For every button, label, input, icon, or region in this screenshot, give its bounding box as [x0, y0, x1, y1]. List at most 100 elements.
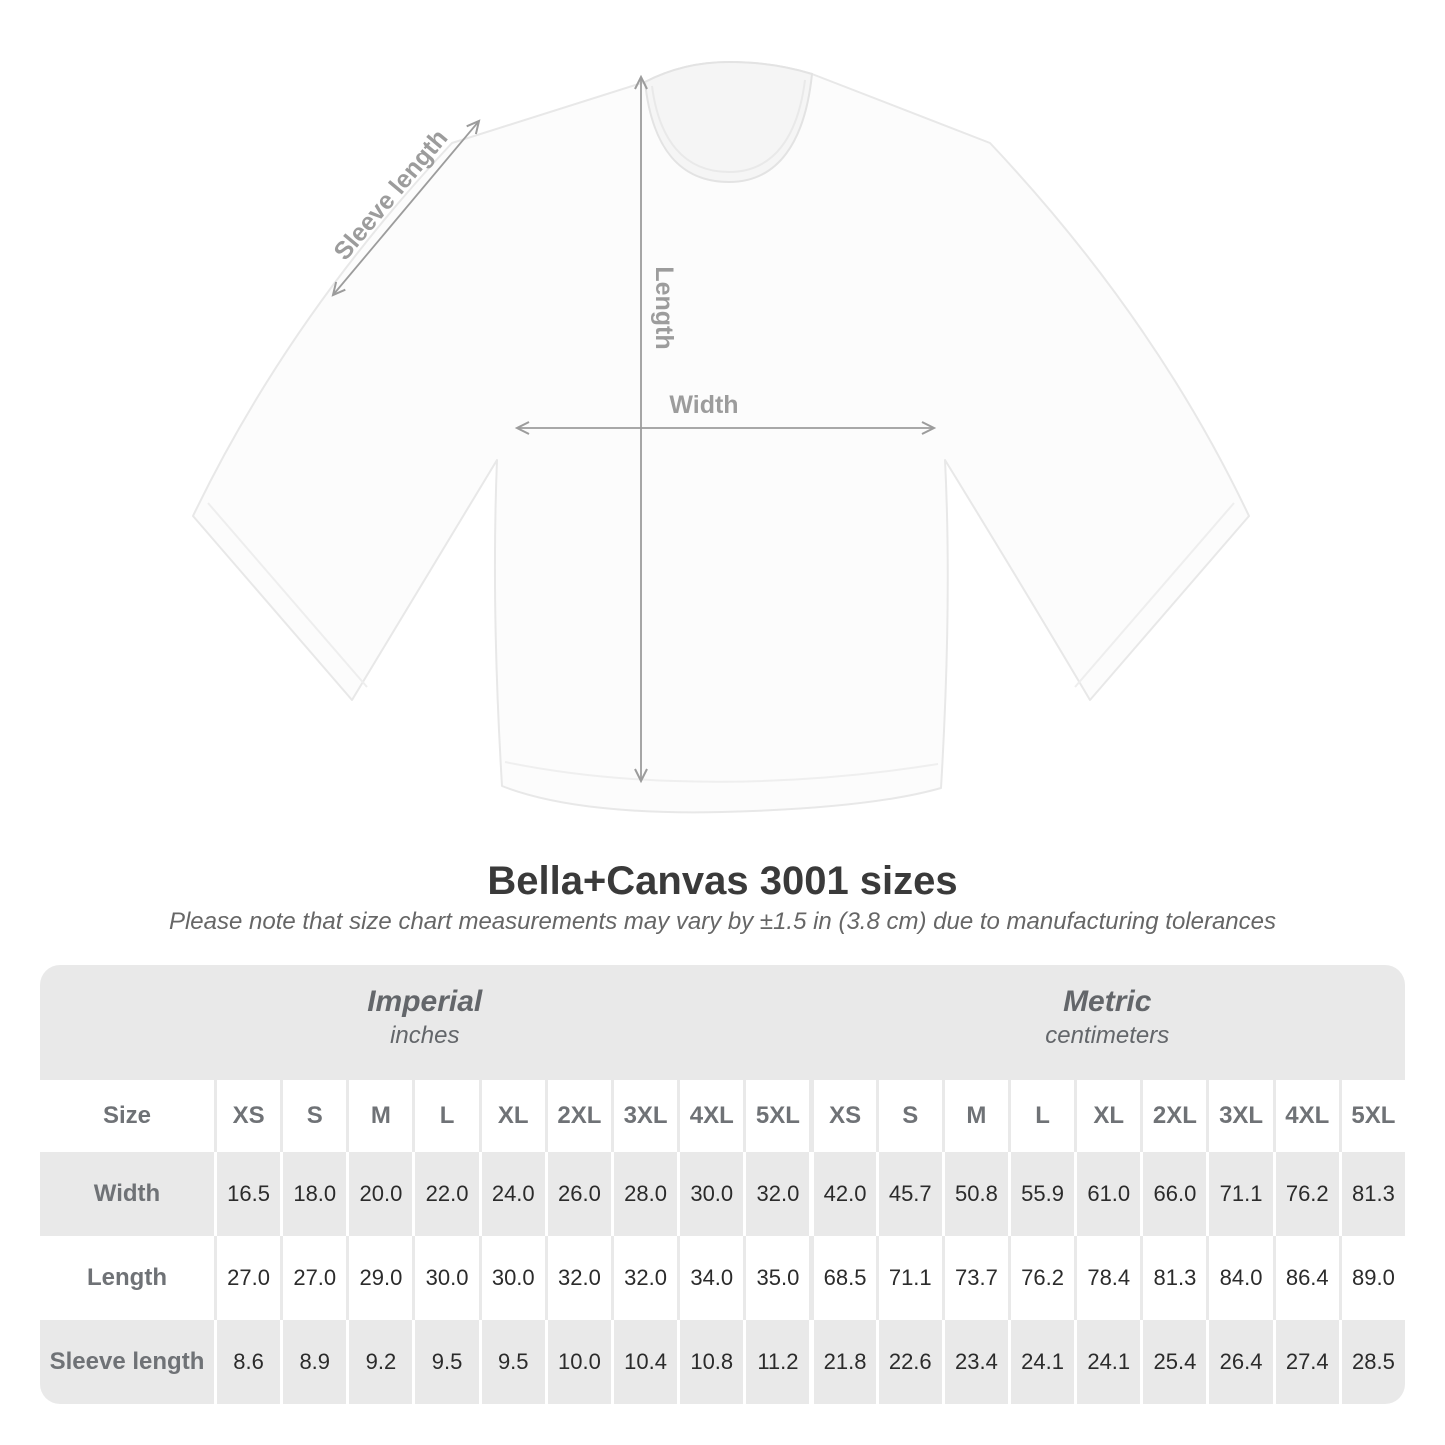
row-label: Width	[93, 1180, 161, 1207]
size-header-cell: 3XL	[610, 1080, 677, 1152]
value-cell: 11.2	[743, 1320, 809, 1404]
size-header-cell: 3XL	[1206, 1080, 1272, 1152]
value-cell: 23.4	[941, 1320, 1008, 1404]
value-cell: 71.1	[1206, 1152, 1272, 1236]
size-header-cell: XS	[214, 1080, 280, 1152]
left-cuff-seam	[207, 502, 368, 688]
metric-label: Metric	[1063, 985, 1152, 1018]
value-cell: 61.0	[1074, 1152, 1140, 1236]
value-cell: 45.7	[875, 1152, 942, 1236]
value-cell: 32.0	[610, 1236, 677, 1320]
value-cell: 28.5	[1338, 1320, 1405, 1404]
value-cell: 29.0	[346, 1236, 412, 1320]
value-cell: 28.0	[610, 1152, 677, 1236]
value-cell: 78.4	[1074, 1236, 1140, 1320]
value-cell: 26.0	[544, 1152, 611, 1236]
size-header-cell: 2XL	[1140, 1080, 1206, 1152]
value-cell: 32.0	[743, 1152, 809, 1236]
size-header-cell: 4XL	[1272, 1080, 1339, 1152]
value-cell: 71.1	[875, 1236, 942, 1320]
value-cell: 30.0	[412, 1236, 478, 1320]
value-cell: 18.0	[280, 1152, 346, 1236]
size-chart-table: Imperial inches Metric centimeters Size …	[40, 965, 1405, 1404]
value-cell: 10.8	[677, 1320, 743, 1404]
size-header-cell: M	[346, 1080, 412, 1152]
value-cell: 27.0	[214, 1236, 280, 1320]
row-label: Sleeve length	[49, 1348, 205, 1375]
value-cell: 55.9	[1007, 1152, 1074, 1236]
tolerance-note: Please note that size chart measurements…	[168, 908, 1277, 935]
size-header-cell: S	[280, 1080, 346, 1152]
value-cell: 22.0	[412, 1152, 478, 1236]
measurement-row-length: Length 27.0 27.0 29.0 30.0 30.0 32.0 32.…	[40, 1236, 1405, 1320]
size-header-cell: XL	[1074, 1080, 1140, 1152]
value-cell: 68.5	[809, 1236, 875, 1320]
size-column-header: Size	[102, 1102, 152, 1129]
value-cell: 20.0	[346, 1152, 412, 1236]
imperial-unit: inches	[390, 1022, 460, 1049]
value-cell: 27.4	[1272, 1320, 1339, 1404]
imperial-label: Imperial	[367, 985, 483, 1018]
hem-seam	[504, 761, 939, 783]
value-cell: 84.0	[1206, 1236, 1272, 1320]
unit-group-header-row: Imperial inches Metric centimeters	[40, 965, 1405, 1080]
metric-unit: centimeters	[1045, 1022, 1170, 1049]
value-cell: 8.9	[280, 1320, 346, 1404]
value-cell: 10.4	[610, 1320, 677, 1404]
value-cell: 16.5	[214, 1152, 280, 1236]
value-cell: 21.8	[809, 1320, 875, 1404]
value-cell: 42.0	[809, 1152, 875, 1236]
collar-seam	[651, 79, 806, 174]
size-header-cell: 2XL	[544, 1080, 611, 1152]
value-cell: 73.7	[941, 1236, 1008, 1320]
size-header-cell: 5XL	[1338, 1080, 1405, 1152]
value-cell: 10.0	[544, 1320, 611, 1404]
value-cell: 9.5	[412, 1320, 478, 1404]
value-cell: 24.1	[1007, 1320, 1074, 1404]
size-header-cell: L	[412, 1080, 478, 1152]
value-cell: 30.0	[478, 1236, 545, 1320]
value-cell: 24.1	[1074, 1320, 1140, 1404]
value-cell: 9.2	[346, 1320, 412, 1404]
value-cell: 86.4	[1272, 1236, 1339, 1320]
width-label: Width	[669, 391, 738, 419]
value-cell: 30.0	[677, 1152, 743, 1236]
value-cell: 22.6	[875, 1320, 942, 1404]
metric-group-header: Metric centimeters	[810, 965, 1406, 1080]
value-cell: 81.3	[1338, 1152, 1405, 1236]
sleeve-length-arrow	[331, 119, 481, 297]
value-cell: 32.0	[544, 1236, 611, 1320]
size-header-cell: 5XL	[743, 1080, 809, 1152]
tshirt-size-diagram: Sleeve length Length Width	[192, 60, 1250, 814]
value-cell: 66.0	[1140, 1152, 1206, 1236]
value-cell: 27.0	[280, 1236, 346, 1320]
size-header-cell: XS	[809, 1080, 875, 1152]
measurement-row-sleeve-length: Sleeve length 8.6 8.9 9.2 9.5 9.5 10.0 1…	[40, 1320, 1405, 1404]
measurement-row-width: Width 16.5 18.0 20.0 22.0 24.0 26.0 28.0…	[40, 1152, 1405, 1236]
value-cell: 89.0	[1338, 1236, 1405, 1320]
value-cell: 81.3	[1140, 1236, 1206, 1320]
value-cell: 76.2	[1272, 1152, 1339, 1236]
length-label: Length	[650, 266, 678, 349]
size-header-cell: S	[875, 1080, 942, 1152]
size-header-cell: XL	[478, 1080, 545, 1152]
row-label: Length	[87, 1264, 167, 1291]
value-cell: 35.0	[743, 1236, 809, 1320]
value-cell: 25.4	[1140, 1320, 1206, 1404]
imperial-group-header: Imperial inches	[40, 965, 810, 1080]
page-title: Bella+Canvas 3001 sizes	[487, 859, 958, 903]
right-cuff-seam	[1074, 502, 1235, 688]
size-header-row: Size XS S M L XL 2XL 3XL 4XL 5XL XS S M …	[40, 1080, 1405, 1152]
size-header-cell: M	[941, 1080, 1008, 1152]
value-cell: 34.0	[677, 1236, 743, 1320]
value-cell: 8.6	[214, 1320, 280, 1404]
value-cell: 76.2	[1007, 1236, 1074, 1320]
value-cell: 50.8	[941, 1152, 1008, 1236]
tshirt-collar	[643, 60, 814, 184]
value-cell: 26.4	[1206, 1320, 1272, 1404]
value-cell: 24.0	[478, 1152, 545, 1236]
value-cell: 9.5	[478, 1320, 545, 1404]
size-header-cell: 4XL	[677, 1080, 743, 1152]
size-header-cell: L	[1007, 1080, 1074, 1152]
